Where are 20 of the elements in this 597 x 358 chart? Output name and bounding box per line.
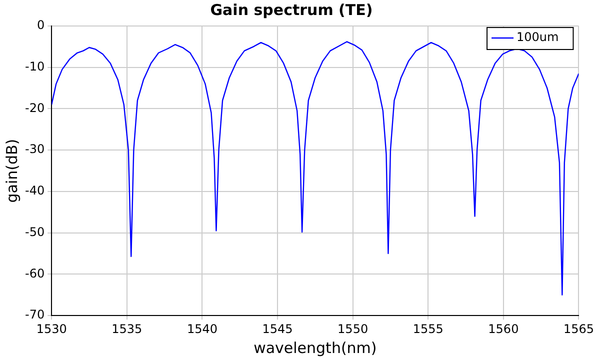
y-tick-label: -20 [24, 100, 45, 115]
x-tick-label: 1555 [412, 322, 444, 336]
legend-label: 100um [516, 30, 559, 44]
x-tick-label: 1535 [112, 322, 142, 336]
y-tick-label: -50 [24, 224, 45, 239]
y-tick-label: 0 [36, 18, 45, 32]
x-tick-label: 1545 [262, 322, 293, 336]
y-tick-label: -40 [24, 184, 45, 198]
chart-title: Gain spectrum (TE) [210, 0, 373, 19]
y-axis-title: gain(dB) [2, 138, 21, 203]
x-tick-label: 1565 [563, 322, 594, 336]
y-tick-label: -60 [24, 266, 45, 280]
y-tick-label: -30 [24, 142, 45, 156]
x-tick-label: 1540 [186, 322, 218, 336]
x-tick-label: 1560 [488, 322, 519, 336]
y-tick-label: -10 [24, 59, 45, 74]
x-tick-label: 1530 [36, 322, 67, 336]
y-tick-label: -70 [24, 308, 45, 322]
x-axis-title: wavelength(nm) [254, 338, 377, 357]
x-tick-label: 1550 [338, 322, 368, 336]
